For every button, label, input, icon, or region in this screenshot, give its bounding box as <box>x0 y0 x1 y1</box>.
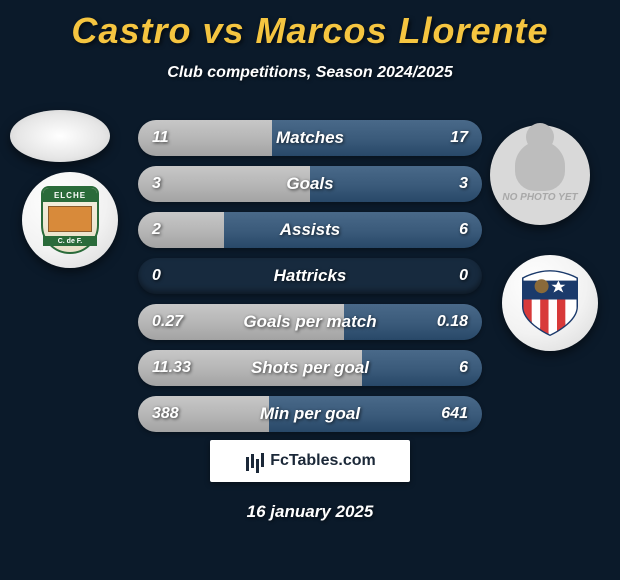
stat-row: 11 Matches 17 <box>138 120 482 156</box>
stat-fill-right <box>224 212 482 248</box>
stat-label: Goals per match <box>243 312 376 332</box>
page-title: Castro vs Marcos Llorente <box>0 0 620 52</box>
elche-top-label: ELCHE <box>43 188 97 202</box>
club-badge-right <box>502 255 598 351</box>
stat-label: Assists <box>280 220 340 240</box>
date-label: 16 january 2025 <box>247 502 374 522</box>
elche-shield-icon: ELCHE C. de F. <box>41 186 99 254</box>
stat-label: Goals <box>286 174 333 194</box>
stat-label: Matches <box>276 128 344 148</box>
silhouette-icon <box>515 141 565 191</box>
stat-row: 0.27 Goals per match 0.18 <box>138 304 482 340</box>
stat-right-value: 0 <box>459 267 468 285</box>
stat-right-value: 0.18 <box>437 313 468 331</box>
stat-row: 388 Min per goal 641 <box>138 396 482 432</box>
stat-row: 11.33 Shots per goal 6 <box>138 350 482 386</box>
stat-left-value: 388 <box>152 405 179 423</box>
stat-right-value: 641 <box>441 405 468 423</box>
stat-fill-left <box>138 212 224 248</box>
stat-label: Min per goal <box>260 404 360 424</box>
stat-row: 3 Goals 3 <box>138 166 482 202</box>
stat-left-value: 0 <box>152 267 161 285</box>
elche-bottom-label: C. de F. <box>43 236 97 246</box>
fctables-badge: FcTables.com <box>210 440 410 482</box>
stat-fill-left <box>138 166 310 202</box>
fctables-logo-icon <box>244 451 264 471</box>
stat-right-value: 6 <box>459 221 468 239</box>
stat-right-value: 6 <box>459 359 468 377</box>
player-photo-left <box>10 110 110 162</box>
fctables-label: FcTables.com <box>270 452 376 470</box>
stat-label: Shots per goal <box>251 358 369 378</box>
stat-left-value: 0.27 <box>152 313 183 331</box>
stat-fill-right <box>310 166 482 202</box>
stat-row: 2 Assists 6 <box>138 212 482 248</box>
stat-row: 0 Hattricks 0 <box>138 258 482 294</box>
club-badge-left: ELCHE C. de F. <box>22 172 118 268</box>
stat-right-value: 3 <box>459 175 468 193</box>
stat-left-value: 3 <box>152 175 161 193</box>
elche-building-icon <box>48 206 92 232</box>
no-photo-label: NO PHOTO YET <box>502 193 577 203</box>
stat-left-value: 2 <box>152 221 161 239</box>
atletico-shield-icon <box>515 268 585 338</box>
stat-left-value: 11.33 <box>152 359 191 377</box>
stats-container: 11 Matches 17 3 Goals 3 2 Assists 6 0 Hattricks 0 0.… <box>138 120 482 442</box>
subtitle: Club competitions, Season 2024/2025 <box>0 64 620 82</box>
stat-label: Hattricks <box>274 266 347 286</box>
stat-left-value: 11 <box>152 129 169 147</box>
stat-right-value: 17 <box>450 129 468 147</box>
player-photo-right: NO PHOTO YET <box>490 125 590 225</box>
